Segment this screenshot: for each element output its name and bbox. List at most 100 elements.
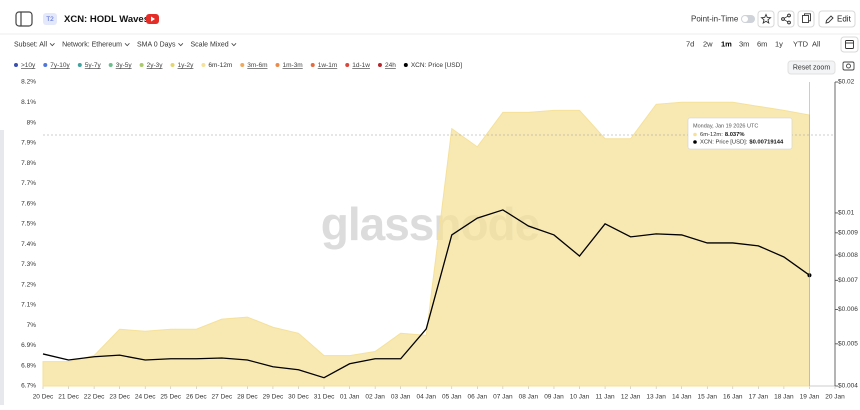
range-button[interactable]: 3m	[739, 39, 749, 48]
y-tick-label: 7.8%	[21, 160, 36, 167]
x-tick-label: 17 Jan	[749, 394, 769, 401]
x-tick-label: 05 Jan	[442, 394, 462, 401]
chevron	[178, 43, 184, 47]
y-tick-label: 6.7%	[21, 383, 36, 390]
y-tick-label: 7.1%	[21, 302, 36, 309]
tier-badge	[43, 13, 57, 25]
line	[42, 209, 810, 379]
x-tick-label: 06 Jan	[468, 394, 488, 401]
legend-label[interactable]: 2y-3y	[147, 62, 164, 69]
range-button[interactable]: 2w	[703, 39, 713, 48]
range-button[interactable]: 1y	[775, 39, 783, 48]
reset-zoom-label: Reset zoom	[793, 64, 831, 71]
filter-label[interactable]: Scale Mixed	[191, 41, 229, 48]
x-tick-label: 23 Dec	[109, 394, 130, 401]
chevron	[124, 43, 130, 47]
reset-zoom-button[interactable]: Reset zoom	[787, 60, 836, 75]
legend-label[interactable]: 3y-5y	[116, 62, 133, 69]
tooltip-box	[687, 117, 793, 150]
x-tick-label: 02 Jan	[365, 394, 385, 401]
x-tick-label: 24 Dec	[135, 394, 156, 401]
calendar-button[interactable]	[840, 36, 859, 53]
y2-tick-label: $0.004	[838, 383, 858, 390]
y2-tick-label: $0.006	[838, 306, 858, 313]
tooltip-label: 6m-12m:	[700, 132, 723, 138]
legend-label[interactable]: 1w-1m	[318, 62, 338, 69]
plot: 6.7% 6.8% 6.9% 7% 7.1% 7.2% 7.3% 7.4% 7.5% 7.6% 7.…	[21, 79, 858, 401]
filter-label[interactable]: Subset: All	[14, 41, 48, 48]
legend: >10y 7y-10y 5y-7y 3y-5y 2y-3y 1y-2y 6m-12m 3m-6…	[14, 62, 462, 69]
share-button[interactable]	[777, 10, 795, 28]
legend-label[interactable]: 1d-1w	[352, 62, 370, 69]
legend-label[interactable]: XCN: Price [USD]	[411, 62, 462, 69]
legend-marker	[108, 63, 113, 67]
x-tick-label: 10 Jan	[570, 394, 590, 401]
legend-label[interactable]: >10y	[21, 62, 36, 69]
x-tick-label: 21 Dec	[58, 394, 79, 401]
youtube-icon[interactable]	[146, 14, 159, 24]
legend-marker	[77, 63, 82, 67]
x-tick-label: 11 Jan	[596, 394, 615, 401]
x-tick-label: 30 Dec	[288, 394, 309, 401]
filter-label[interactable]: Network: Ethereum	[62, 41, 122, 48]
legend-marker	[201, 63, 206, 67]
point-in-time-toggle[interactable]	[741, 15, 755, 23]
legend-label[interactable]: 7y-10y	[50, 62, 70, 69]
x-tick-label: 04 Jan	[416, 394, 436, 401]
y-tick-label: 7.9%	[21, 140, 36, 147]
legend-marker	[310, 63, 315, 67]
chart-title: XCN: HODL Waves	[64, 14, 149, 25]
range-button[interactable]: YTD	[793, 39, 809, 48]
tier-badge-text: T2	[46, 16, 54, 23]
export-button[interactable]	[842, 61, 855, 71]
x-tick-label: 12 Jan	[621, 394, 641, 401]
edit-button[interactable]: Edit	[818, 10, 856, 28]
legend-marker	[377, 63, 382, 67]
x-tick-label: 22 Dec	[84, 394, 105, 401]
x-tick-label: 18 Jan	[774, 394, 794, 401]
x-tick-label: 28 Dec	[237, 394, 258, 401]
x-tick-label: 16 Jan	[723, 394, 743, 401]
y2-tick-label: $0.007	[838, 277, 858, 284]
sidebar-toggle[interactable]	[15, 11, 33, 27]
y2-tick-label: $0.008	[838, 252, 858, 259]
y-tick-label: 7.5%	[21, 221, 36, 228]
x-tick-label: 19 Jan	[800, 394, 820, 401]
y-tick-label: 7.3%	[21, 261, 36, 268]
side-edge	[0, 130, 4, 405]
chevron	[49, 43, 55, 47]
x-tick-label: 29 Dec	[263, 394, 284, 401]
legend-marker	[139, 63, 144, 67]
range-button[interactable]: 6m	[757, 39, 767, 48]
y2-tick-label: $0.01	[838, 210, 855, 217]
y-tick-label: 7%	[27, 322, 37, 329]
legend-label[interactable]: 3m-6m	[247, 62, 267, 69]
x-tick-label: 31 Dec	[314, 394, 335, 401]
area	[42, 101, 810, 387]
range-button[interactable]: All	[812, 39, 821, 48]
legend-label[interactable]: 5y-7y	[85, 62, 102, 69]
y-tick-label: 7.7%	[21, 180, 36, 187]
legend-label[interactable]: 1y-2y	[178, 62, 195, 69]
legend-label[interactable]: 1m-3m	[283, 62, 303, 69]
tooltip-marker	[693, 140, 697, 144]
legend-marker	[275, 63, 280, 67]
legend-label[interactable]: 6m-12m	[208, 62, 232, 69]
copy-button[interactable]	[797, 10, 815, 28]
legend-marker	[14, 63, 18, 67]
x-tick-label: 03 Jan	[391, 394, 411, 401]
filter-label[interactable]: SMA 0 Days	[137, 41, 176, 48]
tooltip-date: Monday, Jan 19 2026 UTC	[693, 123, 758, 129]
range-button[interactable]: 7d	[686, 39, 694, 48]
x-tick-label: 13 Jan	[646, 394, 666, 401]
x-tick-label: 25 Dec	[160, 394, 181, 401]
x-tick-label: 20 Jan	[825, 394, 845, 401]
range-button[interactable]: 1m	[721, 39, 732, 48]
star-button[interactable]	[757, 10, 775, 28]
legend-marker	[43, 63, 48, 67]
y-tick-label: 8%	[27, 119, 37, 126]
legend-label[interactable]: 24h	[385, 62, 396, 69]
y-tick-label: 6.9%	[21, 342, 36, 349]
